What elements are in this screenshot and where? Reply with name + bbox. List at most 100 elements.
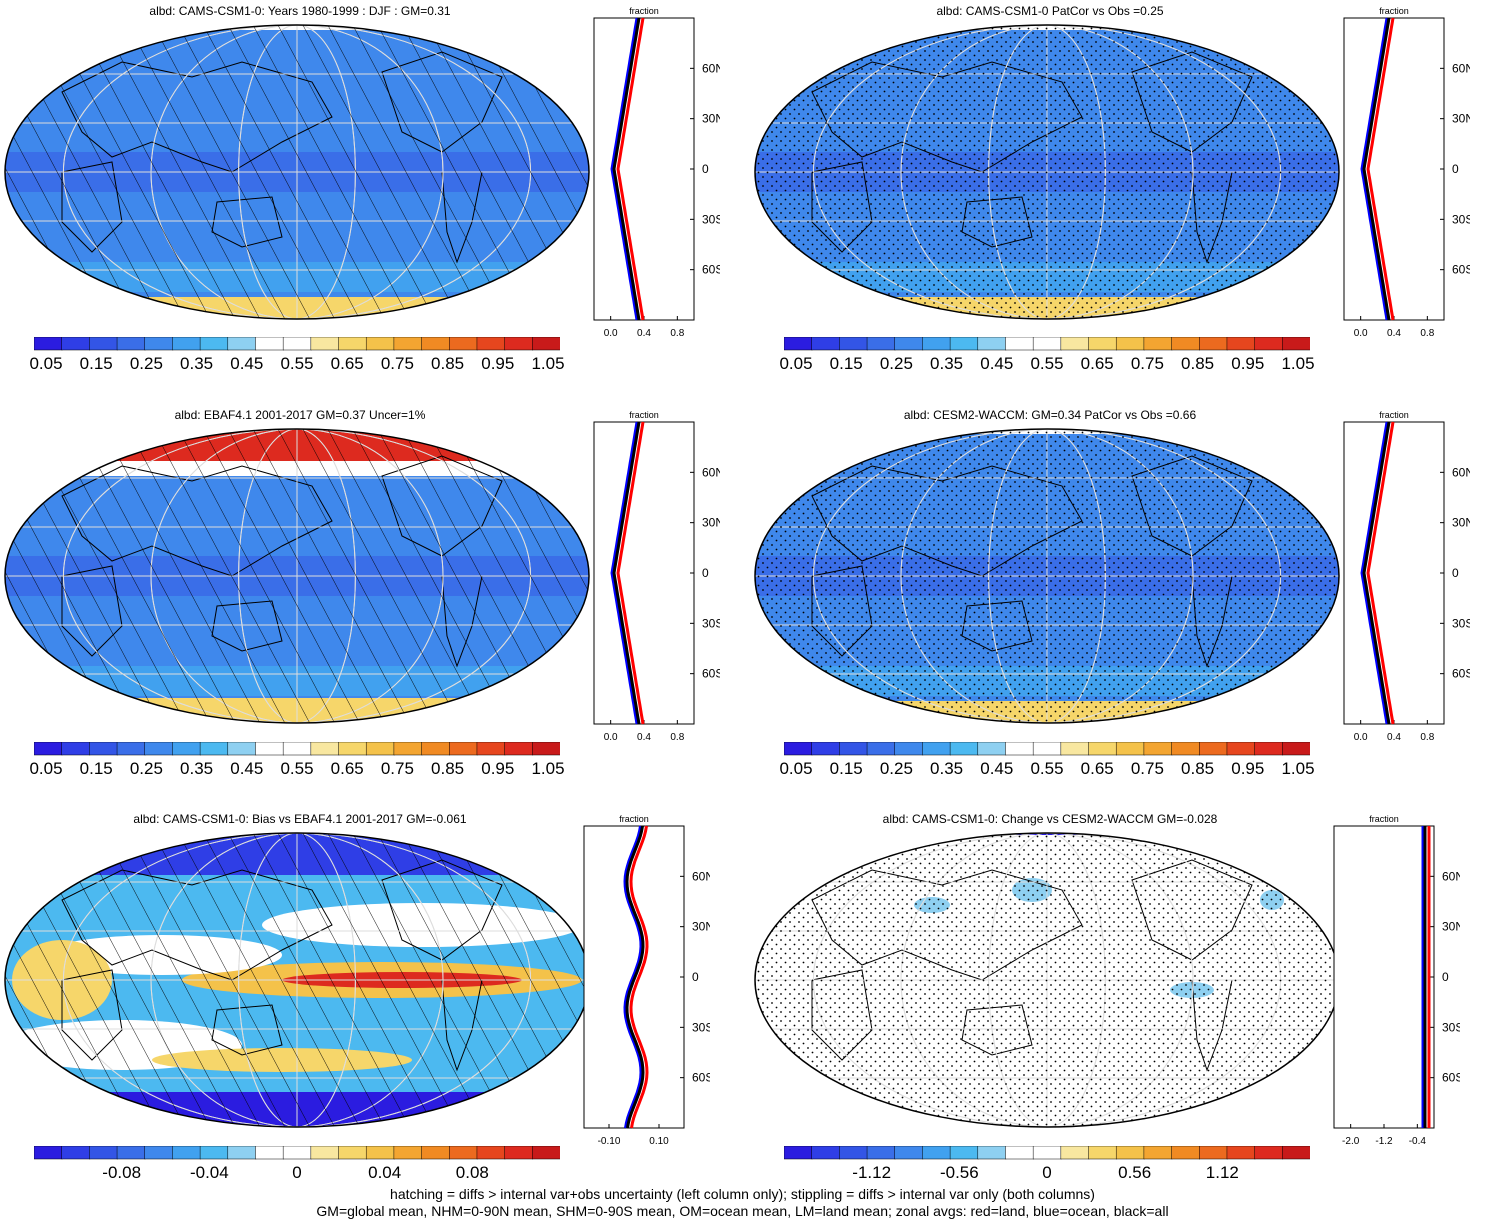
- colorbar-2: [784, 337, 1310, 351]
- colorbar-tick-label: 0.85: [1181, 354, 1215, 373]
- colorbar-tick-label: 1.05: [1281, 759, 1315, 778]
- panel-title-2: albd: CAMS-CSM1-0 PatCor vs Obs =0.25: [936, 4, 1164, 18]
- zonal-lat-label: 60N: [702, 465, 720, 479]
- colorbar-5: [34, 1146, 560, 1160]
- colorbar-tick-label: 0.55: [280, 759, 314, 778]
- zonal-x-label: 0.4: [1387, 328, 1401, 339]
- zonal-x-label: 0.8: [1420, 328, 1434, 339]
- zonal-lat-label: 60N: [1452, 465, 1470, 479]
- colorbar-tick-label: 0.15: [79, 759, 113, 778]
- colorbar-tick-label: 0.85: [431, 759, 465, 778]
- colorbar-tick-label: 0.55: [1030, 759, 1064, 778]
- zonal-lat-label: 0: [1452, 566, 1459, 580]
- panel-title-1: albd: CAMS-CSM1-0: Years 1980-1999 : DJF…: [149, 4, 451, 18]
- panel-title-3: albd: EBAF4.1 2001-2017 GM=0.37 Uncer=1%: [174, 408, 426, 422]
- zonal-x-label: 0.0: [604, 328, 618, 339]
- zonal-x-label: 0.4: [637, 732, 651, 743]
- zonal-curve: [610, 421, 639, 725]
- zonal-x-label: 0.8: [670, 328, 684, 339]
- zonal-axis-title: fraction: [629, 410, 659, 420]
- colorbar-tick-label: 0.25: [129, 354, 163, 373]
- colorbar-labels-5: -0.08 -0.04 0 0.04 0.08: [34, 1163, 560, 1183]
- zonal-lat-label: 30N: [1452, 516, 1470, 530]
- zonal-lat-label: 60S: [1452, 667, 1470, 681]
- colorbar-tick-label: 0.35: [180, 759, 214, 778]
- colorbar-tick-label: 0.65: [1080, 759, 1114, 778]
- zonal-lat-label: 0: [702, 162, 709, 176]
- map-panel-4: [754, 428, 1340, 724]
- colorbar-tick-label: 0.55: [280, 354, 314, 373]
- colorbar-tick-label: 0.75: [1130, 759, 1164, 778]
- zonal-curve: [1360, 17, 1389, 321]
- colorbar-tick-label: 0.05: [779, 759, 813, 778]
- colorbar-tick-label: 0.25: [879, 354, 913, 373]
- zonal-lat-label: 60N: [1442, 869, 1460, 883]
- zonal-plot-3: fraction 60N 30N 0 30S 60S 0.0 0.4 0.8: [593, 410, 720, 743]
- colorbar-tick-label: 0.95: [1231, 354, 1265, 373]
- zonal-lat-label: 60N: [1452, 61, 1470, 75]
- zonal-x-label: 0.0: [604, 732, 618, 743]
- colorbar-tick-label: 1.12: [1205, 1163, 1239, 1182]
- zonal-lat-label: 60S: [702, 263, 720, 277]
- colorbar-tick-label: 0.15: [829, 759, 863, 778]
- colorbar-tick-label: -0.56: [939, 1163, 979, 1182]
- zonal-x-label: 0.0: [1354, 328, 1368, 339]
- zonal-curve: [1362, 421, 1391, 725]
- map-panel-1: [4, 24, 590, 320]
- colorbar-tick-label: 0.45: [230, 759, 264, 778]
- zonal-lat-label: 30N: [1442, 920, 1460, 934]
- zonal-curve: [612, 421, 641, 725]
- colorbar-tick-label: 0.45: [230, 354, 264, 373]
- colorbar-tick-label: 0.85: [1181, 759, 1215, 778]
- colorbar-tick-label: 1.05: [531, 759, 565, 778]
- colorbar-tick-label: 0.15: [79, 354, 113, 373]
- zonal-lat-label: 0: [702, 566, 709, 580]
- map-panel-3: [4, 428, 590, 724]
- colorbar-tick-label: 0.65: [330, 759, 364, 778]
- zonal-x-label: 0.4: [637, 328, 651, 339]
- zonal-x-label: 0.8: [1420, 732, 1434, 743]
- colorbar-tick-label: 0.55: [1030, 354, 1064, 373]
- zonal-lat-label: 0: [1442, 970, 1449, 984]
- zonal-plot-6: fraction 60N 30N 0 30S 60S -2.0 -1.2 -0.4: [1333, 814, 1460, 1147]
- colorbar-tick-label: 0.65: [1080, 354, 1114, 373]
- panel-title-5: albd: CAMS-CSM1-0: Bias vs EBAF4.1 2001-…: [133, 812, 467, 826]
- zonal-lat-label: 60S: [1452, 263, 1470, 277]
- colorbar-tick-label: 0.75: [380, 354, 414, 373]
- colorbar-tick-label: -1.12: [852, 1163, 892, 1182]
- colorbar-tick-label: 1.05: [531, 354, 565, 373]
- colorbar-tick-label: 0.08: [455, 1163, 489, 1182]
- map-panel-6: [754, 832, 1340, 1128]
- zonal-curve: [625, 825, 645, 1129]
- colorbar-tick-label: 0.35: [930, 354, 964, 373]
- colorbar-tick-label: 0.15: [829, 354, 863, 373]
- colorbar-tick-label: -0.04: [189, 1163, 229, 1182]
- zonal-x-label: -2.0: [1342, 1136, 1360, 1147]
- zonal-plot-4: fraction 60N 30N 0 30S 60S 0.0 0.4 0.8: [1343, 410, 1470, 743]
- zonal-lat-label: 30S: [692, 1020, 710, 1034]
- colorbar-tick-label: 0.25: [129, 759, 163, 778]
- zonal-x-label: -0.4: [1409, 1136, 1427, 1147]
- zonal-x-label: 0.4: [1387, 732, 1401, 743]
- zonal-curve: [623, 825, 643, 1129]
- colorbar-tick-label: 0.04: [368, 1163, 402, 1182]
- colorbar-tick-label: 0.45: [980, 759, 1014, 778]
- zonal-x-label: 0.8: [670, 732, 684, 743]
- colorbar-tick-label: 0.95: [481, 354, 515, 373]
- zonal-x-label: -1.2: [1375, 1136, 1393, 1147]
- zonal-lat-label: 30S: [1452, 616, 1470, 630]
- colorbar-1: [34, 337, 560, 351]
- footer-line-2: GM=global mean, NHM=0-90N mean, SHM=0-90…: [316, 1203, 1169, 1219]
- colorbar-tick-label: 0: [1042, 1163, 1052, 1182]
- zonal-curve: [616, 17, 645, 321]
- zonal-curve: [1362, 17, 1391, 321]
- zonal-lat-label: 30S: [702, 616, 720, 630]
- zonal-lat-label: 30S: [1442, 1020, 1460, 1034]
- colorbar-tick-label: 0.95: [1231, 759, 1265, 778]
- zonal-curve: [610, 17, 639, 321]
- zonal-lat-label: 30S: [702, 212, 720, 226]
- colorbar-tick-label: 0: [292, 1163, 302, 1182]
- colorbar-tick-label: 0.65: [330, 354, 364, 373]
- colorbar-tick-label: 0.25: [879, 759, 913, 778]
- colorbar-4: [784, 742, 1310, 756]
